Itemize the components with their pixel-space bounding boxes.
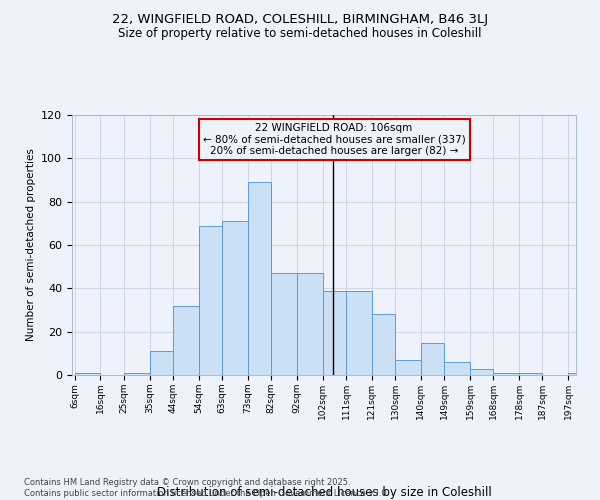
Bar [444,362,470,375]
Bar [421,342,444,375]
Text: 22, WINGFIELD ROAD, COLESHILL, BIRMINGHAM, B46 3LJ: 22, WINGFIELD ROAD, COLESHILL, BIRMINGHA… [112,12,488,26]
Bar [346,290,372,375]
Bar [124,373,149,375]
Bar [248,182,271,375]
Bar [297,273,323,375]
Bar [149,351,173,375]
Y-axis label: Number of semi-detached properties: Number of semi-detached properties [26,148,35,342]
Bar [372,314,395,375]
Text: Contains HM Land Registry data © Crown copyright and database right 2025.
Contai: Contains HM Land Registry data © Crown c… [24,478,389,498]
Bar [74,373,100,375]
Bar [568,373,594,375]
Bar [395,360,421,375]
Bar [271,273,297,375]
Bar [323,290,346,375]
Bar [519,373,542,375]
Bar [470,368,493,375]
Bar [222,221,248,375]
X-axis label: Distribution of semi-detached houses by size in Coleshill: Distribution of semi-detached houses by … [157,486,491,498]
Bar [173,306,199,375]
Text: 22 WINGFIELD ROAD: 106sqm
← 80% of semi-detached houses are smaller (337)
20% of: 22 WINGFIELD ROAD: 106sqm ← 80% of semi-… [203,123,466,156]
Bar [199,226,222,375]
Bar [493,373,519,375]
Text: Size of property relative to semi-detached houses in Coleshill: Size of property relative to semi-detach… [118,28,482,40]
